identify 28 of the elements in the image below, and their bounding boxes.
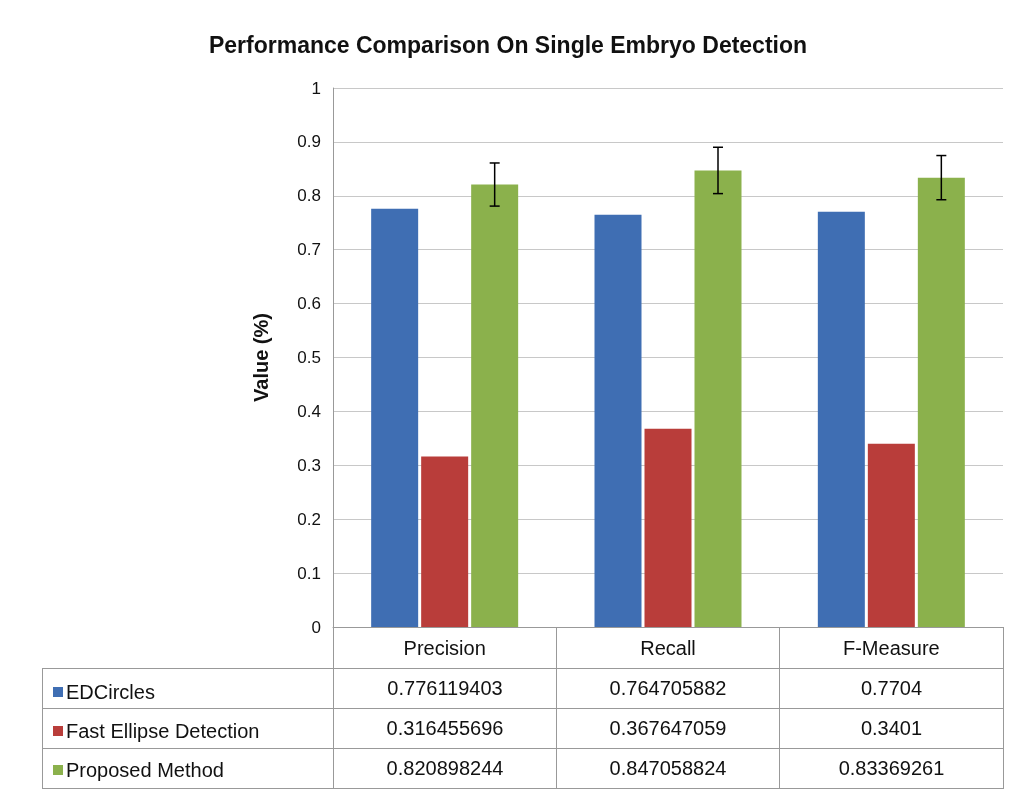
y-tick-label: 0.3 xyxy=(297,455,321,475)
y-tick-label: 0 xyxy=(311,617,321,637)
data-label: 0.367647059 xyxy=(556,708,780,749)
y-tick-label: 0.8 xyxy=(297,186,321,206)
data-label: 0.316455696 xyxy=(333,708,557,749)
y-axis-title: Value (%) xyxy=(250,313,272,402)
y-tick-label: 0.4 xyxy=(297,401,321,421)
y-tick-label: 0.7 xyxy=(297,240,321,260)
data-label: 0.847058824 xyxy=(556,748,780,789)
data-label: 0.83369261 xyxy=(779,748,1004,789)
data-label: 0.3401 xyxy=(779,708,1004,749)
legend-label: Proposed Method xyxy=(66,759,224,781)
y-tick-label: 0.5 xyxy=(297,348,321,367)
x-tick-label: F-Measure xyxy=(842,637,940,659)
data-label: 0.776119403 xyxy=(333,668,557,709)
y-tick-label: 0.2 xyxy=(297,509,321,529)
legend-label: EDCircles xyxy=(66,681,155,703)
legend-label: Fast Ellipse Detection xyxy=(66,720,260,742)
y-tick-label: 0.9 xyxy=(297,132,321,152)
y-tick-label: 0.6 xyxy=(297,294,321,314)
y-tick-label: 1 xyxy=(311,78,321,98)
y-tick-label: 0.1 xyxy=(297,563,321,583)
chart-title: Performance Comparison On Single Embryo Detection xyxy=(208,31,808,58)
x-tick-label: Precision xyxy=(403,637,486,659)
data-label: 0.820898244 xyxy=(333,748,557,789)
data-label: 0.7704 xyxy=(779,668,1004,709)
x-tick-label: Recall xyxy=(640,637,696,659)
data-label: 0.764705882 xyxy=(556,668,780,709)
